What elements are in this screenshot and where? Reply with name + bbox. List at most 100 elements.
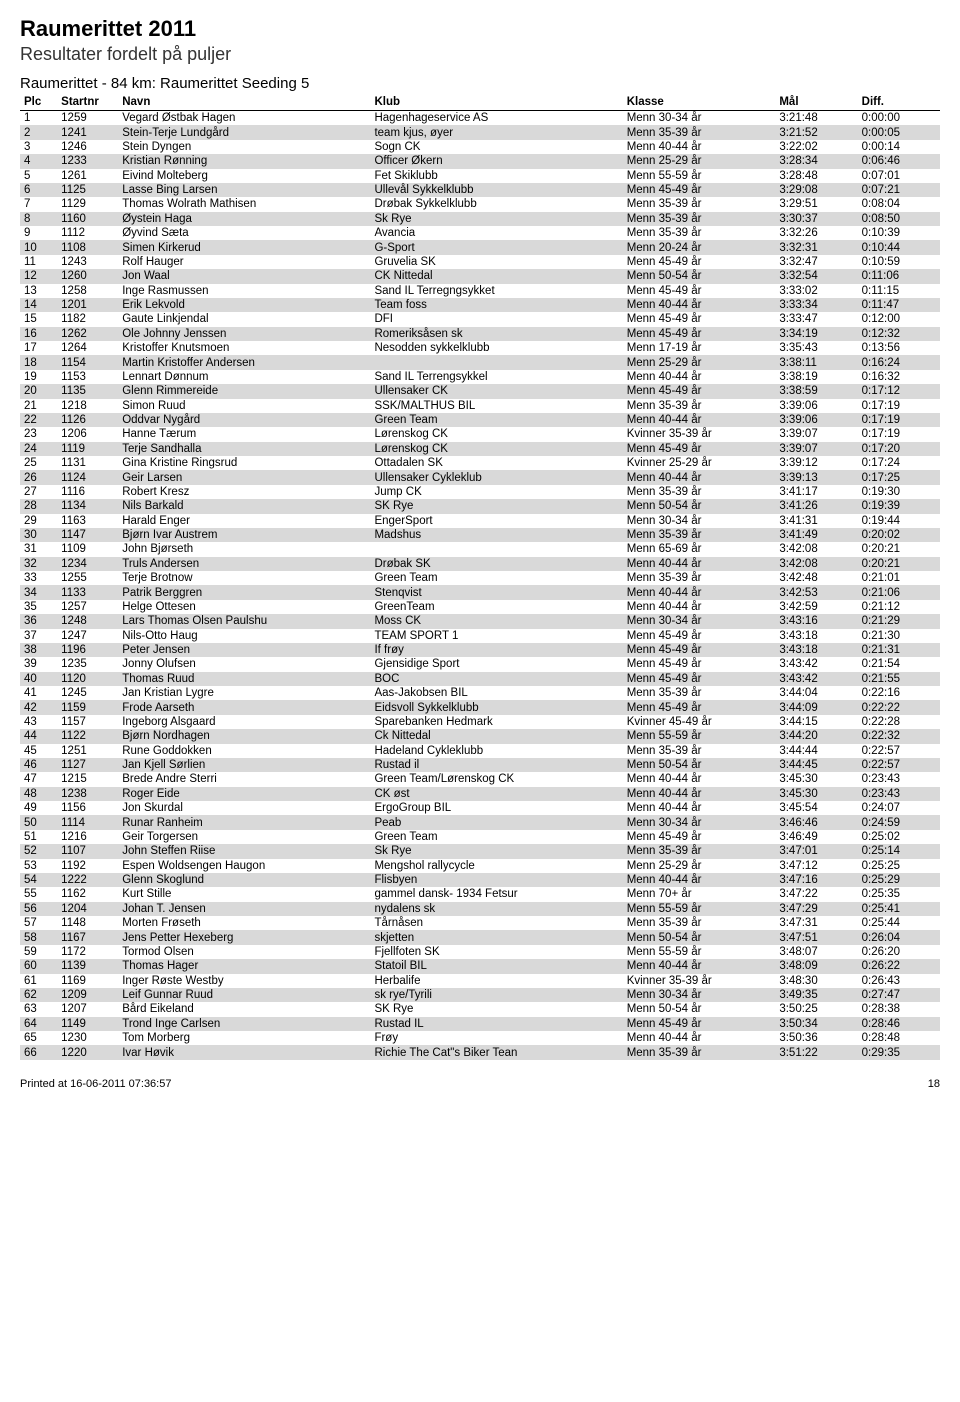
table-cell: 0:00:00 xyxy=(858,111,940,126)
table-cell: 0:17:19 xyxy=(858,399,940,413)
table-cell: 3:47:51 xyxy=(775,930,857,944)
table-cell: Martin Kristoffer Andersen xyxy=(118,355,370,369)
table-cell: Menn 40-44 år xyxy=(623,585,776,599)
table-cell: 3:47:12 xyxy=(775,859,857,873)
results-table: Plc Startnr Navn Klub Klasse Mål Diff. 1… xyxy=(20,94,940,1060)
table-row: 281134Nils BarkaldSK RyeMenn 50-54 år3:4… xyxy=(20,499,940,513)
table-cell: 1233 xyxy=(57,154,118,168)
table-row: 91112Øyvind SætaAvanciaMenn 35-39 år3:32… xyxy=(20,226,940,240)
table-row: 351257Helge OttesenGreenTeamMenn 40-44 å… xyxy=(20,600,940,614)
table-cell: 1133 xyxy=(57,585,118,599)
table-cell: Nesodden sykkelklubb xyxy=(370,341,622,355)
table-cell: Ullensaker CK xyxy=(370,384,622,398)
table-cell: Menn 55-59 år xyxy=(623,729,776,743)
table-cell: 33 xyxy=(20,571,57,585)
table-cell: 62 xyxy=(20,988,57,1002)
table-cell: 3:47:31 xyxy=(775,916,857,930)
table-cell: Geir Larsen xyxy=(118,470,370,484)
table-cell: 39 xyxy=(20,657,57,671)
table-row: 21241Stein-Terje Lundgårdteam kjus, øyer… xyxy=(20,125,940,139)
table-cell: Menn 17-19 år xyxy=(623,341,776,355)
table-cell: Thomas Ruud xyxy=(118,672,370,686)
table-cell: 1201 xyxy=(57,298,118,312)
table-cell: Stenqvist xyxy=(370,585,622,599)
table-cell: 1192 xyxy=(57,859,118,873)
table-row: 181154Martin Kristoffer AndersenMenn 25-… xyxy=(20,355,940,369)
table-cell: 3:50:34 xyxy=(775,1017,857,1031)
table-cell: 1235 xyxy=(57,657,118,671)
table-cell: 1262 xyxy=(57,327,118,341)
table-cell: CK Nittedal xyxy=(370,269,622,283)
table-row: 561204Johan T. Jensennydalens skMenn 55-… xyxy=(20,902,940,916)
table-cell: Kvinner 45-49 år xyxy=(623,715,776,729)
table-row: 71129Thomas Wolrath MathisenDrøbak Sykke… xyxy=(20,197,940,211)
table-cell: 3:41:31 xyxy=(775,514,857,528)
table-cell: SK Rye xyxy=(370,499,622,513)
page-footer: Printed at 16-06-2011 07:36:57 18 xyxy=(20,1078,940,1090)
table-cell: CK øst xyxy=(370,787,622,801)
table-row: 201135Glenn RimmereideUllensaker CKMenn … xyxy=(20,384,940,398)
table-cell: 0:19:44 xyxy=(858,514,940,528)
table-cell: 1162 xyxy=(57,887,118,901)
table-cell: 1182 xyxy=(57,312,118,326)
table-cell: Menn 35-39 år xyxy=(623,571,776,585)
table-cell: 3:47:29 xyxy=(775,902,857,916)
table-cell: 0:11:47 xyxy=(858,298,940,312)
table-cell: Menn 50-54 år xyxy=(623,269,776,283)
table-cell: 49 xyxy=(20,801,57,815)
table-cell: Stein-Terje Lundgård xyxy=(118,125,370,139)
table-row: 571148Morten FrøsethTårnåsenMenn 35-39 å… xyxy=(20,916,940,930)
table-cell: Menn 45-49 år xyxy=(623,284,776,298)
table-cell: 3:39:06 xyxy=(775,413,857,427)
table-row: 461127Jan Kjell SørlienRustad ilMenn 50-… xyxy=(20,758,940,772)
table-cell: 0:17:24 xyxy=(858,456,940,470)
table-cell: Menn 50-54 år xyxy=(623,1002,776,1016)
table-row: 421159Frode AarsethEidsvoll SykkelklubbM… xyxy=(20,700,940,714)
table-cell: Kurt Stille xyxy=(118,887,370,901)
table-cell: Menn 40-44 år xyxy=(623,470,776,484)
table-cell: Green Team xyxy=(370,413,622,427)
table-cell: 1157 xyxy=(57,715,118,729)
table-cell: 3:29:51 xyxy=(775,197,857,211)
table-cell: 0:22:57 xyxy=(858,744,940,758)
table-cell: 47 xyxy=(20,772,57,786)
table-cell: 31 xyxy=(20,542,57,556)
table-cell: Gina Kristine Ringsrud xyxy=(118,456,370,470)
table-cell: 3:21:52 xyxy=(775,125,857,139)
table-cell: 3:42:53 xyxy=(775,585,857,599)
table-cell: 1131 xyxy=(57,456,118,470)
table-row: 391235Jonny OlufsenGjensidige SportMenn … xyxy=(20,657,940,671)
table-cell: 3:39:13 xyxy=(775,470,857,484)
table-cell: 3:45:30 xyxy=(775,787,857,801)
table-cell: Eidsvoll Sykkelklubb xyxy=(370,700,622,714)
table-cell: 0:28:48 xyxy=(858,1031,940,1045)
table-cell: Inge Rasmussen xyxy=(118,284,370,298)
table-cell: 3:45:30 xyxy=(775,772,857,786)
table-cell: 45 xyxy=(20,744,57,758)
table-cell: If frøy xyxy=(370,643,622,657)
table-cell: Menn 40-44 år xyxy=(623,370,776,384)
table-cell: Lørenskog CK xyxy=(370,427,622,441)
table-cell: Sogn CK xyxy=(370,140,622,154)
table-cell: Menn 30-34 år xyxy=(623,514,776,528)
table-cell: 46 xyxy=(20,758,57,772)
table-cell: Truls Andersen xyxy=(118,557,370,571)
table-cell: 56 xyxy=(20,902,57,916)
table-row: 121260Jon WaalCK NittedalMenn 50-54 år3:… xyxy=(20,269,940,283)
table-cell: 1109 xyxy=(57,542,118,556)
table-cell: Bjørn Ivar Austrem xyxy=(118,528,370,542)
table-cell: 0:26:22 xyxy=(858,959,940,973)
table-cell: Menn 45-49 år xyxy=(623,255,776,269)
table-cell: Terje Sandhalla xyxy=(118,442,370,456)
table-cell: 7 xyxy=(20,197,57,211)
table-cell: 0:29:35 xyxy=(858,1045,940,1059)
table-cell: 44 xyxy=(20,729,57,743)
table-cell: 38 xyxy=(20,643,57,657)
table-cell: Menn 45-49 år xyxy=(623,327,776,341)
table-cell: 51 xyxy=(20,830,57,844)
table-cell: Robert Kresz xyxy=(118,485,370,499)
table-cell: 1222 xyxy=(57,873,118,887)
table-cell: 1234 xyxy=(57,557,118,571)
table-cell: Simen Kirkerud xyxy=(118,240,370,254)
table-cell: 0:28:46 xyxy=(858,1017,940,1031)
